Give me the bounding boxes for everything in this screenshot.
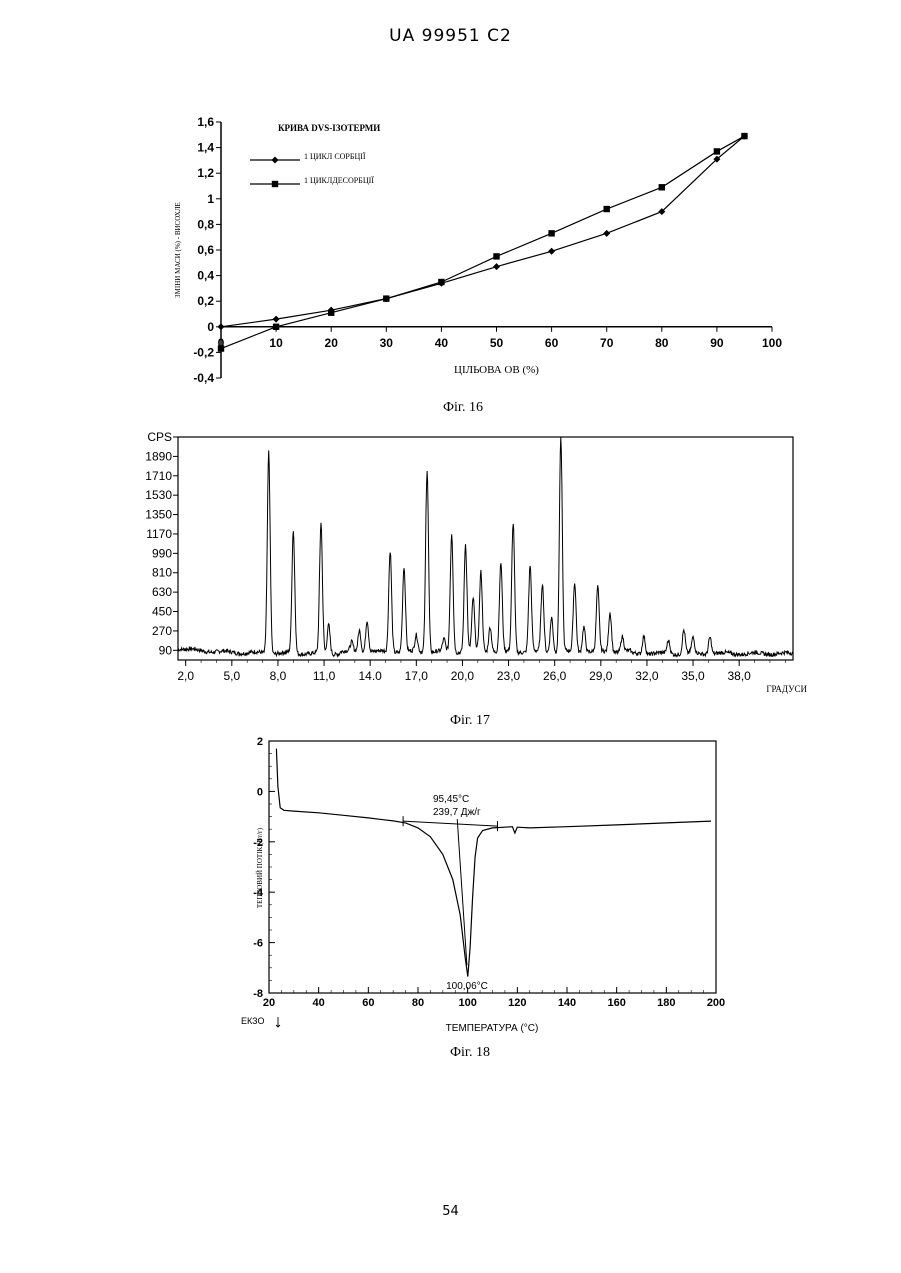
x-tick-label: 200 <box>707 997 725 1009</box>
x-tick-label: 20 <box>263 997 275 1009</box>
y-axis-label: ТЕПЛОВИЙ ПОТІК (Вт/г) <box>256 827 264 908</box>
exo-down-arrow-icon <box>276 1017 280 1027</box>
plot-frame <box>269 741 716 993</box>
x-axis-label: ТЕМПЕРАТУРА (°С) <box>446 1023 539 1034</box>
x-tick-label: 140 <box>558 997 576 1009</box>
x-tick-label: 100 <box>458 997 476 1009</box>
y-tick-label: 2 <box>257 736 263 748</box>
onset-annotation: 95,45°C <box>433 794 469 805</box>
x-tick-label: 160 <box>607 997 625 1009</box>
onset-tangent <box>457 819 467 965</box>
enthalpy-annotation: 239,7 Дж/г <box>433 807 481 818</box>
y-tick-label: -6 <box>253 938 263 950</box>
figure-caption: Фіг. 18 <box>450 1045 490 1060</box>
x-tick-label: 60 <box>362 997 374 1009</box>
y-tick-label: 0 <box>257 786 263 798</box>
page-number: 54 <box>0 1204 901 1219</box>
peak-annotation: 100,06°C <box>446 981 488 992</box>
integration-baseline <box>403 821 497 826</box>
x-tick-label: 120 <box>508 997 526 1009</box>
exo-label: ЕКЗО <box>241 1016 264 1026</box>
x-tick-label: 40 <box>313 997 325 1009</box>
dsc-curve <box>276 749 711 977</box>
y-tick-label: -8 <box>253 988 263 1000</box>
x-tick-label: 80 <box>412 997 424 1009</box>
x-tick-label: 180 <box>657 997 675 1009</box>
